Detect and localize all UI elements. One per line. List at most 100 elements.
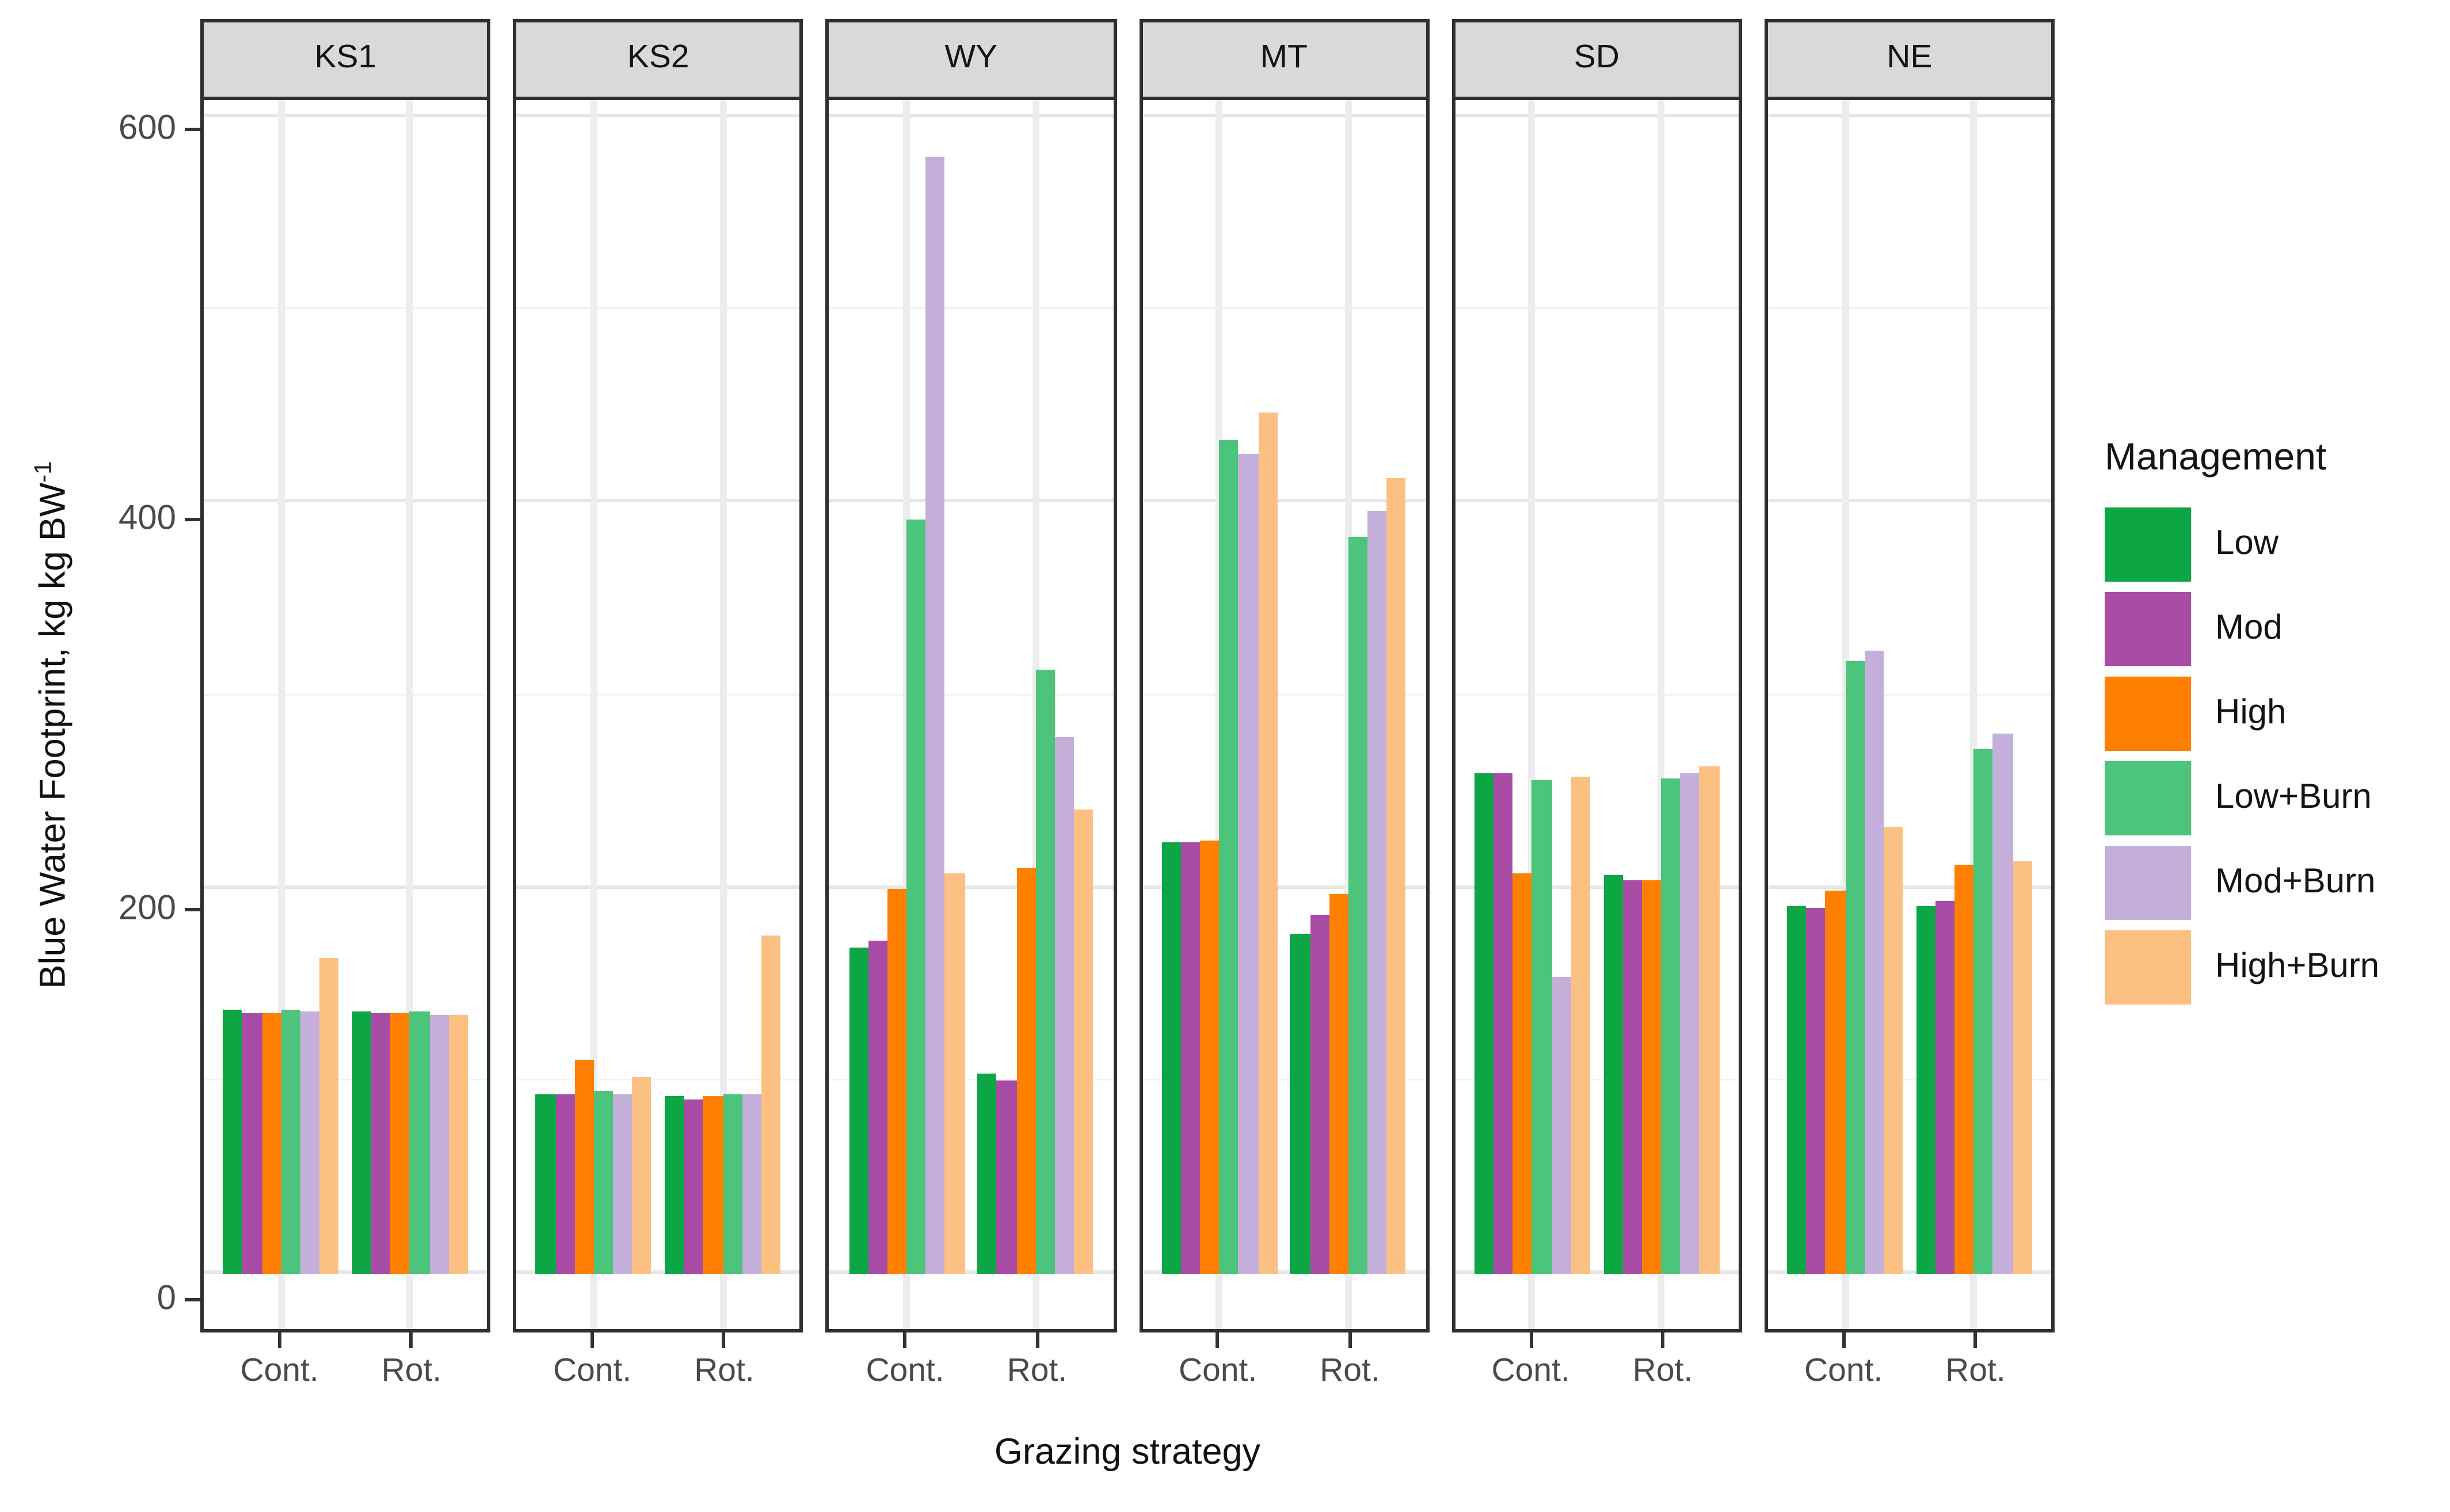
x-axis-category-label: Cont. [866,1353,944,1390]
facet-strip-label: KS2 [513,19,804,100]
legend-color-key [2105,507,2191,582]
minor-gridline [1455,693,1739,696]
legend-color-key [2105,930,2191,1005]
facet-ks2: KS2 Cont. Rot. [513,19,804,1396]
bar-high+burn [1700,766,1719,1274]
facet-ks1: KS1 Cont. Rot. [200,19,491,1396]
bar-low [223,1009,243,1274]
bar-mod [1806,907,1826,1274]
bar-group-rot [977,100,1093,1274]
bar-mod [1493,772,1513,1274]
y-axis-tick-mark [185,908,200,912]
bar-low+burn [1035,670,1055,1274]
x-axis-tick-mark [903,1333,907,1349]
bar-low+burn [593,1090,614,1274]
legend-entry-label: High [2215,694,2287,732]
y-axis-tick-label: 600 [118,109,176,148]
major-gridline [204,113,487,117]
major-gridline [829,113,1113,117]
bar-group-cont [1474,100,1590,1274]
bar-mod+burn [1551,976,1571,1274]
minor-gridline [1455,307,1739,310]
x-axis-category-labels: Cont. Rot. [1139,1350,1430,1396]
legend-entry-label: Low [2215,525,2279,563]
legend-color-key [2105,761,2191,835]
bar-mod+burn [1680,772,1700,1274]
x-axis-category-label: Rot. [694,1353,755,1390]
minor-gridline [1767,693,2052,696]
bar-high [1954,865,1974,1274]
y-axis-tick-label: 200 [118,890,176,929]
bar-high+burn [1386,477,1407,1274]
bar-low [1474,772,1494,1274]
bar-group-rot [1603,100,1719,1274]
legend-entry-label: Low+Burn [2215,778,2372,816]
bar-group-rot [1916,100,2032,1274]
x-axis-tick-mark [1035,1333,1039,1349]
major-gridline [204,499,487,503]
x-axis-tick-mark [1216,1333,1220,1349]
bar-low+burn [722,1094,742,1274]
minor-gridline [1767,307,2052,310]
bar-high+burn [1883,826,1903,1274]
bar-high+burn [319,957,339,1274]
major-gridline [1455,113,1739,117]
bar-mod+burn [429,1015,449,1274]
bar-group-cont [1161,100,1278,1274]
bar-low [536,1094,555,1274]
legend-entry-mod: Mod [2105,592,2379,666]
bar-high [574,1059,594,1274]
legend-entry-high: High [2105,677,2379,751]
bar-mod [555,1094,575,1274]
x-axis-tick-mark [722,1333,726,1349]
facet-mt: MT Cont. Rot. [1138,19,1430,1396]
facet-strip-label: SD [1451,19,1742,100]
minor-gridline [1767,1079,2052,1081]
x-axis-category-labels: Cont. Rot. [513,1350,804,1396]
major-gridline [1767,113,2052,117]
bar-high+burn [448,1015,468,1274]
bar-low [848,948,868,1274]
bar-high+burn [761,936,781,1274]
x-axis-tick-mark [1529,1333,1533,1349]
bar-high+burn [1571,776,1590,1274]
bar-high [261,1013,281,1274]
bar-high [1826,889,1845,1274]
legend-entry-mod-burn: Mod+Burn [2105,846,2379,920]
vertical-gridline [719,99,726,1330]
bar-mod+burn [1864,651,1884,1274]
major-gridline [1142,884,1426,888]
facet-sd: SD Cont. Rot. [1451,19,1742,1396]
legend-color-key [2105,846,2191,920]
bar-low [665,1096,684,1274]
bar-low+burn [1532,780,1552,1274]
major-gridline [1142,1270,1426,1274]
x-axis-category-labels: Cont. Rot. [1451,1350,1742,1396]
major-gridline [1455,884,1739,888]
bar-group-cont [223,100,339,1274]
x-axis-category-labels: Cont. Rot. [200,1350,491,1396]
bar-high+burn [632,1077,652,1274]
bar-mod+burn [613,1094,632,1274]
bar-high [887,888,907,1274]
facet-panels: KS1 Cont. Rot. KS2 Cont. Rot. WY Cont. Rot. MT Con… [200,19,2055,1396]
vertical-gridline [590,99,597,1330]
bar-mod+burn [742,1094,761,1274]
bar-mod [1180,842,1201,1274]
bar-low [977,1073,997,1274]
bar-mod+burn [1367,510,1387,1274]
minor-gridline [204,693,487,696]
x-axis-tick-mark [1660,1333,1664,1349]
facet-wy: WY Cont. Rot. [826,19,1117,1396]
legend-entry-label: High+Burn [2215,948,2380,986]
x-axis-tick-mark [1842,1333,1846,1349]
bar-group-rot [1290,100,1407,1274]
major-gridline [1142,499,1426,503]
bar-high+burn [2012,861,2032,1274]
bar-low [1916,905,1935,1274]
y-axis-tick-label: 400 [118,500,176,539]
minor-gridline [1142,693,1426,696]
major-gridline [516,113,801,117]
bar-high [1016,869,1036,1274]
